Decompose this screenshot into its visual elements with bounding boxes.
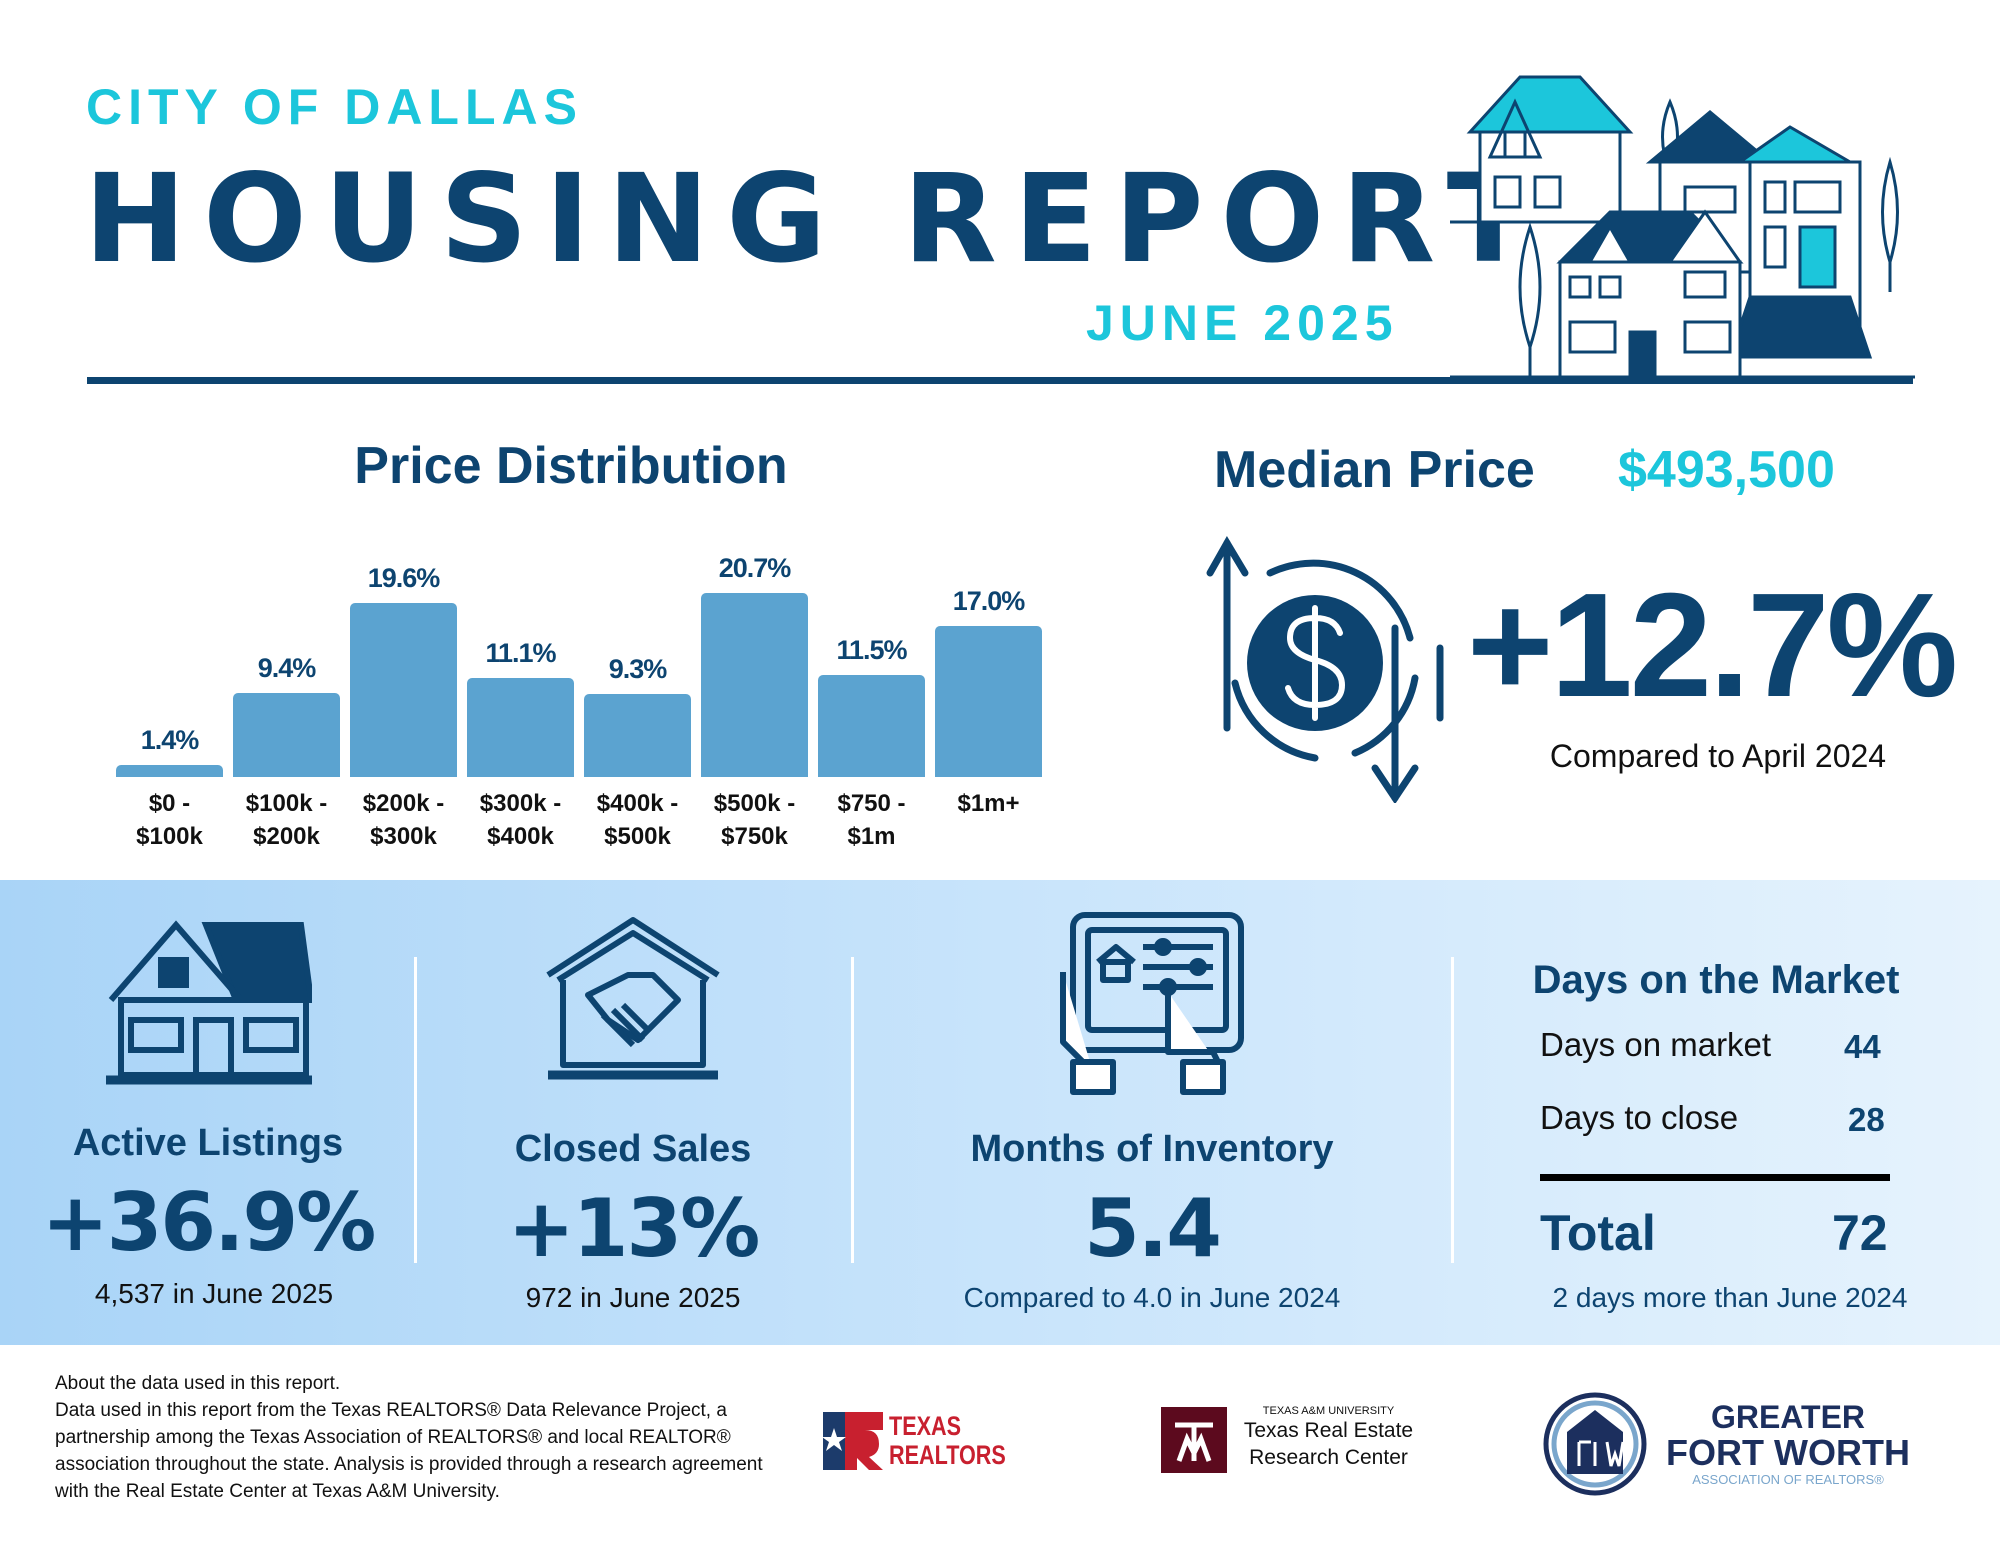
gfw-line1: GREATER	[1710, 1399, 1866, 1435]
bar-value-label: 20.7%	[718, 552, 792, 583]
x-tick-line: $200k	[253, 823, 320, 850]
days-rule	[1540, 1174, 1890, 1181]
tamu-logo: TEXAS A&M UNIVERSITY Texas Real Estate R…	[1161, 1405, 1421, 1475]
tamu-name2: Research Center	[1249, 1446, 1408, 1469]
texas-realtors-line1: TEXAS	[889, 1411, 962, 1441]
about-text: Data used in this report from the Texas …	[55, 1400, 763, 1502]
median-price-label: Median Price	[1214, 441, 1535, 499]
x-tick-label: $500k - $750k	[714, 787, 795, 853]
gfw-logo: GREATER FORT WORTH ASSOCIATION OF REALTO…	[1543, 1392, 1923, 1497]
chart-bar	[701, 592, 808, 777]
closed-sales-sub: 972 in June 2025	[525, 1282, 741, 1313]
active-listings-title: Active Listings	[72, 1122, 344, 1164]
house-icon	[106, 920, 312, 1085]
days-total-value: 72	[1832, 1205, 1888, 1261]
report-month: JUNE 2025	[1086, 295, 1399, 351]
header-divider	[87, 377, 1913, 384]
closed-sales-value: +13%	[507, 1182, 761, 1275]
days-on-market-label: Days on market	[1540, 1026, 1772, 1063]
closed-sales-title: Closed Sales	[514, 1128, 752, 1170]
days-total-label: Total	[1540, 1205, 1656, 1261]
bar-value-label: 11.1%	[485, 638, 556, 669]
x-tick-line: $300k -	[479, 790, 562, 817]
divider	[851, 957, 854, 1263]
x-tick-line: $0 -	[148, 790, 191, 817]
texas-realtors-line2: REALTORS	[889, 1440, 1006, 1470]
texas-realtors-logo: TEXAS REALTORS	[823, 1412, 1013, 1472]
gfw-line2: FORT WORTH	[1666, 1432, 1910, 1473]
months-inventory-sub: Compared to 4.0 in June 2024	[963, 1282, 1341, 1313]
months-inventory-title: Months of Inventory	[970, 1128, 1334, 1170]
tamu-name1: Texas Real Estate	[1243, 1419, 1414, 1442]
footer-about: About the data used in this report. Data…	[55, 1370, 775, 1505]
x-tick-line: $750 -	[837, 790, 906, 817]
gfw-line3: ASSOCIATION OF REALTORS®	[1692, 1472, 1884, 1487]
dollar-cycle-icon	[1206, 536, 1444, 803]
chart-bar	[233, 693, 340, 777]
texas-star-icon	[823, 1412, 883, 1470]
median-price-compare: Compared to April 2024	[1549, 738, 1887, 774]
x-tick-label: $300k - $400k	[480, 787, 561, 853]
bar-value-label: 1.4%	[140, 724, 200, 755]
bar-value-label: 19.6%	[367, 562, 441, 593]
bar-value-label: 9.3%	[608, 654, 668, 685]
chart-bar	[584, 694, 691, 777]
divider	[414, 957, 417, 1263]
x-tick-line: $500k -	[713, 790, 796, 817]
divider	[1451, 957, 1454, 1263]
active-listings-sub: 4,537 in June 2025	[94, 1278, 334, 1309]
days-sub: 2 days more than June 2024	[1552, 1282, 1908, 1313]
days-to-close-label: Days to close	[1540, 1099, 1739, 1136]
price-distribution-title: Price Distribution	[354, 437, 788, 495]
houses-illustration-icon	[1450, 75, 1915, 379]
x-tick-label: $750 - $1m	[837, 787, 905, 853]
x-tick-line: $400k	[487, 823, 554, 850]
chart-bar	[116, 764, 223, 777]
stats-band	[0, 880, 2000, 1345]
bar-value-label: 11.5%	[836, 634, 907, 665]
chart-bar	[935, 625, 1042, 777]
price-distribution-chart: 1.4% $0 - $100k 9.4% $100k - $200k 19.6% $200k …	[0, 540, 1100, 870]
bar-value-label: 9.4%	[257, 653, 317, 684]
report-title: HOUSING REPORT	[84, 148, 1547, 290]
days-title: Days on the Market	[1532, 958, 1900, 1002]
x-tick-line: $400k -	[596, 790, 679, 817]
days-on-market-value: 44	[1844, 1028, 1881, 1065]
x-tick-label: $1m+	[957, 787, 1019, 820]
x-tick-line: $300k	[370, 823, 437, 850]
x-tick-line: $200k -	[362, 790, 445, 817]
bar-value-label: 17.0%	[952, 585, 1026, 616]
x-tick-line: $100k	[136, 823, 203, 850]
gfw-emblem-icon	[1543, 1392, 1647, 1496]
months-inventory-value: 5.4	[1084, 1182, 1222, 1275]
chart-bar	[818, 674, 925, 777]
x-tick-line: $1m	[847, 823, 896, 850]
tamu-univ: TEXAS A&M UNIVERSITY	[1262, 1405, 1395, 1417]
handshake-house-icon	[546, 917, 720, 1080]
x-tick-label: $0 - $100k	[136, 787, 203, 853]
days-to-close-value: 28	[1848, 1101, 1885, 1138]
x-tick-label: $100k - $200k	[246, 787, 327, 853]
median-price-value: $493,500	[1618, 441, 1835, 499]
chart-bar	[467, 678, 574, 777]
about-heading: About the data used in this report.	[55, 1373, 341, 1394]
x-tick-line: $750k	[721, 823, 788, 850]
tablet-hands-icon	[1060, 912, 1244, 1095]
active-listings-value: +36.9%	[41, 1176, 377, 1269]
median-price-change: +12.7%	[1467, 563, 1958, 728]
city-heading: CITY OF DALLAS	[86, 79, 583, 135]
x-tick-line: $500k	[604, 823, 671, 850]
tamu-mark-icon	[1161, 1407, 1227, 1473]
chart-bar	[350, 602, 457, 777]
x-tick-label: $200k - $300k	[363, 787, 444, 853]
x-tick-line: $100k -	[245, 790, 328, 817]
x-tick-line: $1m+	[957, 790, 1020, 817]
x-tick-label: $400k - $500k	[597, 787, 678, 853]
